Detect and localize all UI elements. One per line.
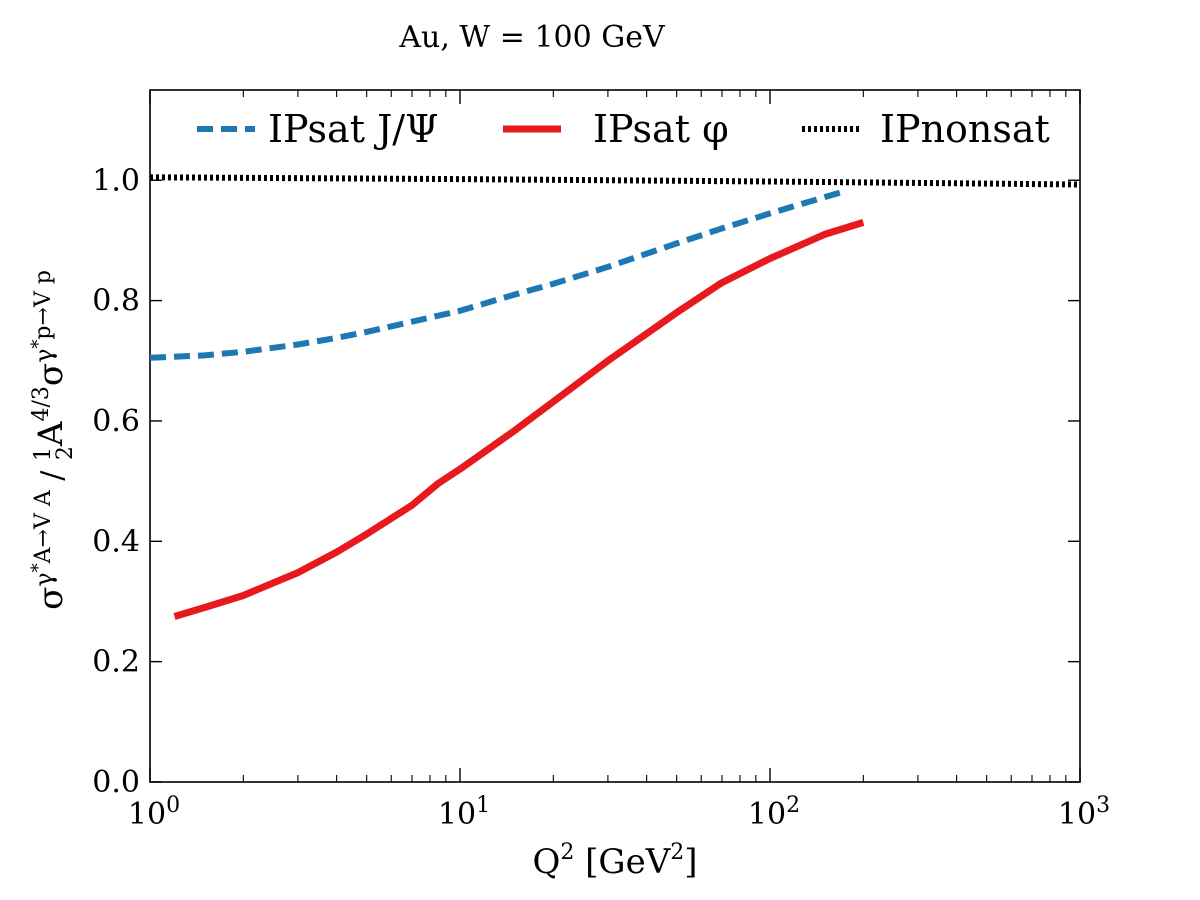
- y-tick-label: 1.0: [92, 163, 140, 198]
- y-tick-label: 0.0: [92, 765, 140, 800]
- y-tick-label: 0.6: [92, 404, 140, 439]
- y-tick-label: 0.8: [92, 284, 140, 319]
- x-tick-label: 100: [128, 793, 180, 832]
- x-axis-title: Q2 [GeV2]: [532, 840, 697, 882]
- x-tick-label: 103: [1058, 793, 1110, 832]
- series-line-0: [149, 189, 843, 361]
- x-tick-label: 101: [438, 793, 490, 832]
- legend-label-2: IPnonsat: [880, 107, 1050, 151]
- y-tick-labels: 0.0 0.2 0.4 0.6 0.8 1.0: [92, 163, 140, 800]
- x-tick-label: 102: [748, 793, 800, 832]
- y-tick-label: 0.2: [92, 645, 140, 680]
- legend: IPsat J/Ψ IPsat φ IPnonsat: [197, 107, 1050, 151]
- svg-text:σγ*A→V A / 12A4/3σγ*p→V p: σγ*A→V A / 12A4/3σγ*p→V p: [28, 270, 78, 610]
- series-line-1: [173, 219, 865, 620]
- chart-title: Au, W = 100 GeV: [398, 20, 666, 55]
- x-tick-labels: 100 101 102 103: [128, 793, 1110, 832]
- series-line-2: [149, 174, 1081, 188]
- axis-ticks: [149, 90, 1081, 783]
- legend-label-0: IPsat J/Ψ: [268, 107, 438, 151]
- y-tick-label: 0.4: [92, 524, 140, 559]
- legend-label-1: IPsat φ: [593, 107, 729, 151]
- series-group: [149, 174, 1081, 620]
- plot-frame: [149, 89, 1081, 783]
- y-axis-title: σγ*A→V A / 12A4/3σγ*p→V p: [28, 270, 78, 610]
